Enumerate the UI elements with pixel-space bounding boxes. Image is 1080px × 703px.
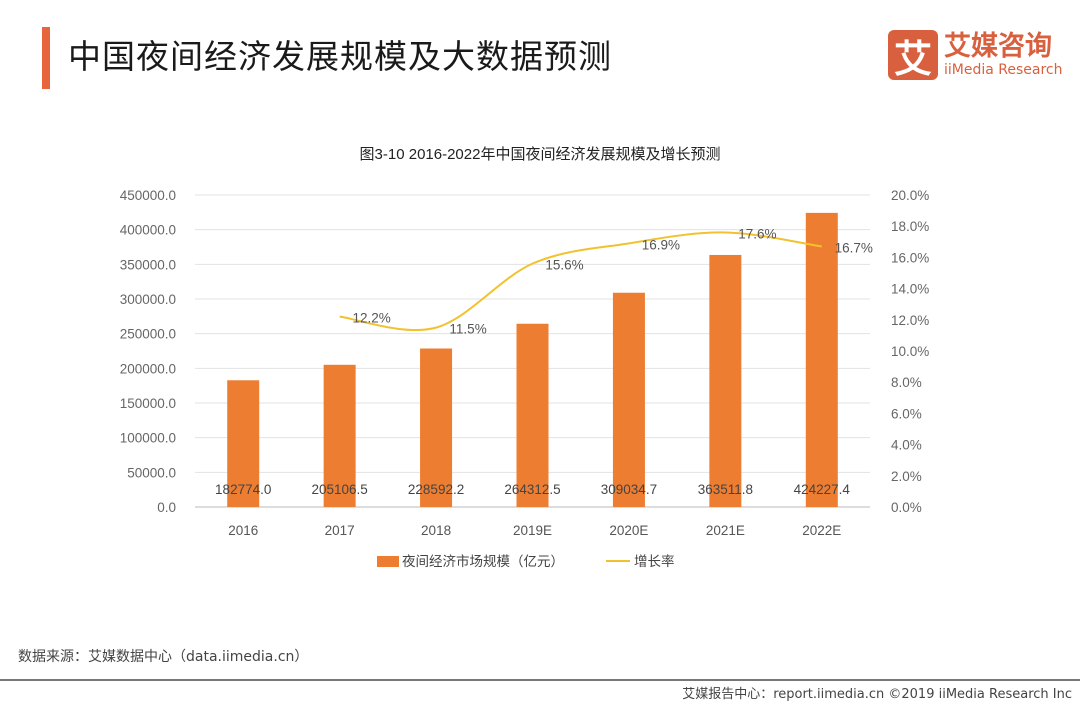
x-tick-label: 2020E: [609, 523, 648, 538]
y-right-tick-label: 12.0%: [891, 313, 929, 328]
y-right-tick-label: 20.0%: [891, 188, 929, 203]
line-data-label: 11.5%: [449, 322, 486, 337]
title-accent-bar: [42, 27, 50, 89]
line-data-label: 12.2%: [353, 311, 391, 326]
source-note: 数据来源：艾媒数据中心（data.iimedia.cn）: [18, 649, 309, 665]
x-tick-label: 2019E: [513, 523, 552, 538]
bar: [709, 254, 742, 507]
footer-divider: [0, 679, 1080, 681]
legend-bar-swatch: [377, 556, 399, 567]
y-left-tick-label: 400000.0: [120, 223, 176, 238]
bar-data-label: 424227.4: [794, 482, 851, 497]
legend-line-label: 增长率: [634, 553, 675, 569]
y-right-tick-label: 0.0%: [891, 500, 922, 515]
logo-cn: 艾媒咨询: [944, 31, 1052, 62]
logo-en: iiMedia Research: [944, 62, 1063, 78]
y-left-tick-label: 450000.0: [120, 188, 176, 203]
x-tick-label: 2021E: [706, 523, 745, 538]
bar-data-label: 264312.5: [504, 482, 560, 497]
line-data-label: 17.6%: [738, 226, 776, 241]
y-left-tick-label: 0.0: [157, 500, 176, 515]
bar: [516, 323, 549, 507]
bar: [805, 212, 838, 507]
x-tick-label: 2022E: [802, 523, 841, 538]
y-right-tick-label: 6.0%: [891, 406, 922, 421]
line-data-label: 16.9%: [642, 237, 680, 252]
bar-data-label: 363511.8: [698, 482, 753, 497]
footer-text: 艾媒报告中心：report.iimedia.cn ©2019 iiMedia R…: [682, 687, 1072, 702]
bar-data-label: 228592.2: [408, 482, 464, 497]
page-title: 中国夜间经济发展规模及大数据预测: [68, 37, 612, 76]
bar-data-label: 205106.5: [311, 482, 367, 497]
x-tick-label: 2018: [421, 523, 451, 538]
line-data-label: 16.7%: [835, 240, 873, 255]
bar: [227, 380, 260, 507]
y-right-tick-label: 18.0%: [891, 219, 929, 234]
logo: 艾 艾媒咨询 iiMedia Research: [888, 30, 1063, 81]
chart: 图3-10 2016-2022年中国夜间经济发展规模及增长预测 0.0 50000.…: [120, 146, 930, 569]
bar: [323, 364, 356, 507]
y-right-tick-label: 2.0%: [891, 469, 922, 484]
y-right-tick-label: 10.0%: [891, 344, 929, 359]
logo-mark: 艾: [888, 30, 938, 81]
growth-line: [339, 231, 822, 332]
y-right-tick-label: 16.0%: [891, 250, 929, 265]
y-right-tick-label: 8.0%: [891, 375, 922, 390]
y-left-tick-label: 50000.0: [127, 465, 176, 480]
bar-data-label: 309034.7: [601, 482, 657, 497]
y-left-tick-label: 150000.0: [120, 396, 176, 411]
bar: [612, 292, 645, 507]
y-left-tick-label: 300000.0: [120, 292, 176, 307]
y-left-tick-label: 350000.0: [120, 257, 176, 272]
chart-title: 图3-10 2016-2022年中国夜间经济发展规模及增长预测: [360, 146, 721, 163]
y-left-tick-label: 250000.0: [120, 327, 176, 342]
x-tick-label: 2016: [228, 523, 258, 538]
y-left-tick-label: 200000.0: [120, 361, 176, 376]
y-right-tick-label: 14.0%: [891, 282, 929, 297]
legend-bar-label: 夜间经济市场规模（亿元）: [402, 553, 564, 569]
bar-data-label: 182774.0: [215, 482, 271, 497]
y-left-tick-label: 100000.0: [120, 431, 176, 446]
y-right-tick-label: 4.0%: [891, 438, 922, 453]
x-tick-label: 2017: [325, 523, 355, 538]
bar: [420, 348, 453, 507]
line-data-label: 15.6%: [545, 258, 583, 273]
